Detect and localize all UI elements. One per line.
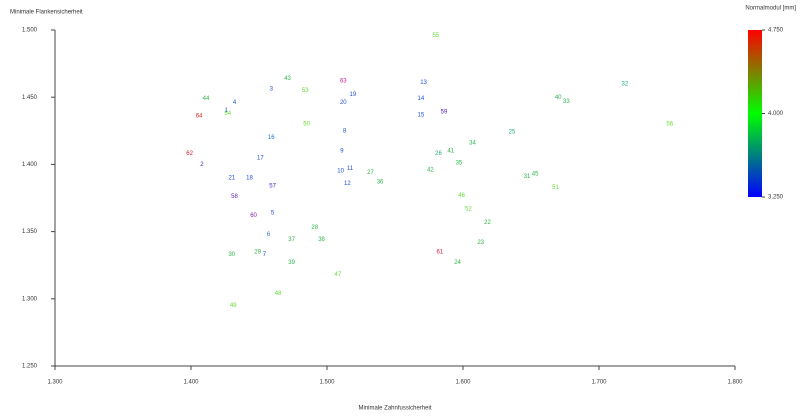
point-label: 15 bbox=[417, 112, 424, 118]
colorbar-tick-label: 3.250 bbox=[768, 195, 784, 201]
colorbar-title: Normalmodul [mm] bbox=[745, 6, 796, 12]
point-label: 48 bbox=[275, 291, 282, 297]
point-label: 42 bbox=[427, 167, 434, 173]
point-label: 29 bbox=[254, 249, 261, 255]
point-label: 62 bbox=[186, 151, 193, 157]
point-label: 60 bbox=[250, 213, 257, 219]
point-label: 37 bbox=[288, 237, 295, 243]
point-label: 33 bbox=[563, 99, 570, 105]
point-label: 53 bbox=[302, 88, 309, 94]
y-tick-label: 1.450 bbox=[22, 95, 38, 101]
point-label: 59 bbox=[441, 110, 448, 116]
x-tick-label: 1.800 bbox=[727, 380, 743, 386]
point-label: 58 bbox=[231, 194, 238, 200]
colorbar-tick-label: 4.750 bbox=[768, 28, 784, 34]
colorbar-tick-label: 4.000 bbox=[768, 111, 784, 117]
point-label: 20 bbox=[340, 100, 347, 106]
point-label: 25 bbox=[509, 130, 516, 136]
point-label: 6 bbox=[267, 232, 271, 238]
y-tick-label: 1.300 bbox=[22, 296, 38, 302]
point-label: 57 bbox=[269, 183, 276, 189]
point-label: 45 bbox=[532, 171, 539, 177]
point-label: 44 bbox=[203, 96, 210, 102]
point-label: 4 bbox=[233, 100, 237, 106]
point-label: 56 bbox=[666, 122, 673, 128]
point-label: 13 bbox=[420, 80, 427, 86]
point-label: 32 bbox=[621, 81, 628, 87]
point-label: 61 bbox=[437, 249, 444, 255]
point-label: 10 bbox=[337, 169, 344, 175]
x-tick-label: 1.300 bbox=[47, 380, 63, 386]
point-label: 7 bbox=[263, 252, 267, 258]
colorbar bbox=[748, 30, 762, 197]
point-label: 34 bbox=[469, 140, 476, 146]
point-label: 43 bbox=[284, 76, 291, 82]
point-label: 1 bbox=[225, 108, 229, 114]
point-label: 22 bbox=[484, 220, 491, 226]
x-tick-label: 1.400 bbox=[183, 380, 199, 386]
point-label: 39 bbox=[288, 260, 295, 266]
y-tick-label: 1.400 bbox=[22, 162, 38, 168]
point-label: 47 bbox=[335, 272, 342, 278]
point-label: 49 bbox=[230, 303, 237, 309]
x-tick-label: 1.500 bbox=[319, 380, 335, 386]
point-label: 28 bbox=[311, 225, 318, 231]
point-label: 51 bbox=[552, 185, 559, 191]
point-label: 31 bbox=[524, 174, 531, 180]
point-label: 14 bbox=[417, 96, 424, 102]
y-tick-label: 1.500 bbox=[22, 28, 38, 34]
x-axis-label: Minimale Zahnfussicherheit bbox=[358, 406, 431, 412]
point-label: 27 bbox=[367, 170, 374, 176]
point-label: 8 bbox=[343, 128, 347, 134]
point-label: 23 bbox=[477, 240, 484, 246]
point-label: 30 bbox=[228, 252, 235, 258]
point-label: 46 bbox=[458, 193, 465, 199]
x-tick-label: 1.600 bbox=[455, 380, 471, 386]
point-label: 11 bbox=[347, 166, 354, 172]
point-label: 17 bbox=[257, 155, 264, 161]
y-tick-label: 1.350 bbox=[22, 229, 38, 235]
point-label: 41 bbox=[447, 149, 454, 155]
point-label: 21 bbox=[228, 175, 235, 181]
point-label: 16 bbox=[268, 135, 275, 141]
point-label: 52 bbox=[465, 206, 472, 212]
point-label: 5 bbox=[271, 210, 275, 216]
point-label: 12 bbox=[344, 181, 351, 187]
point-label: 40 bbox=[555, 95, 562, 101]
point-label: 18 bbox=[246, 175, 253, 181]
point-label: 50 bbox=[303, 122, 310, 128]
point-label: 35 bbox=[456, 161, 463, 167]
point-label: 2 bbox=[200, 162, 204, 168]
y-axis-label: Minimale Flankensicherheit bbox=[10, 10, 83, 16]
point-label: 9 bbox=[340, 149, 344, 155]
point-label: 63 bbox=[340, 79, 347, 85]
point-label: 36 bbox=[377, 179, 384, 185]
point-label: 24 bbox=[454, 260, 461, 266]
point-label: 55 bbox=[432, 33, 439, 39]
point-label: 3 bbox=[270, 87, 274, 93]
point-label: 19 bbox=[349, 92, 356, 98]
point-label: 26 bbox=[435, 151, 442, 157]
point-label: 38 bbox=[318, 237, 325, 243]
point-label: 64 bbox=[196, 114, 203, 120]
y-tick-label: 1.250 bbox=[22, 364, 38, 370]
x-tick-label: 1.700 bbox=[591, 380, 607, 386]
point-label: 54 bbox=[224, 111, 231, 117]
